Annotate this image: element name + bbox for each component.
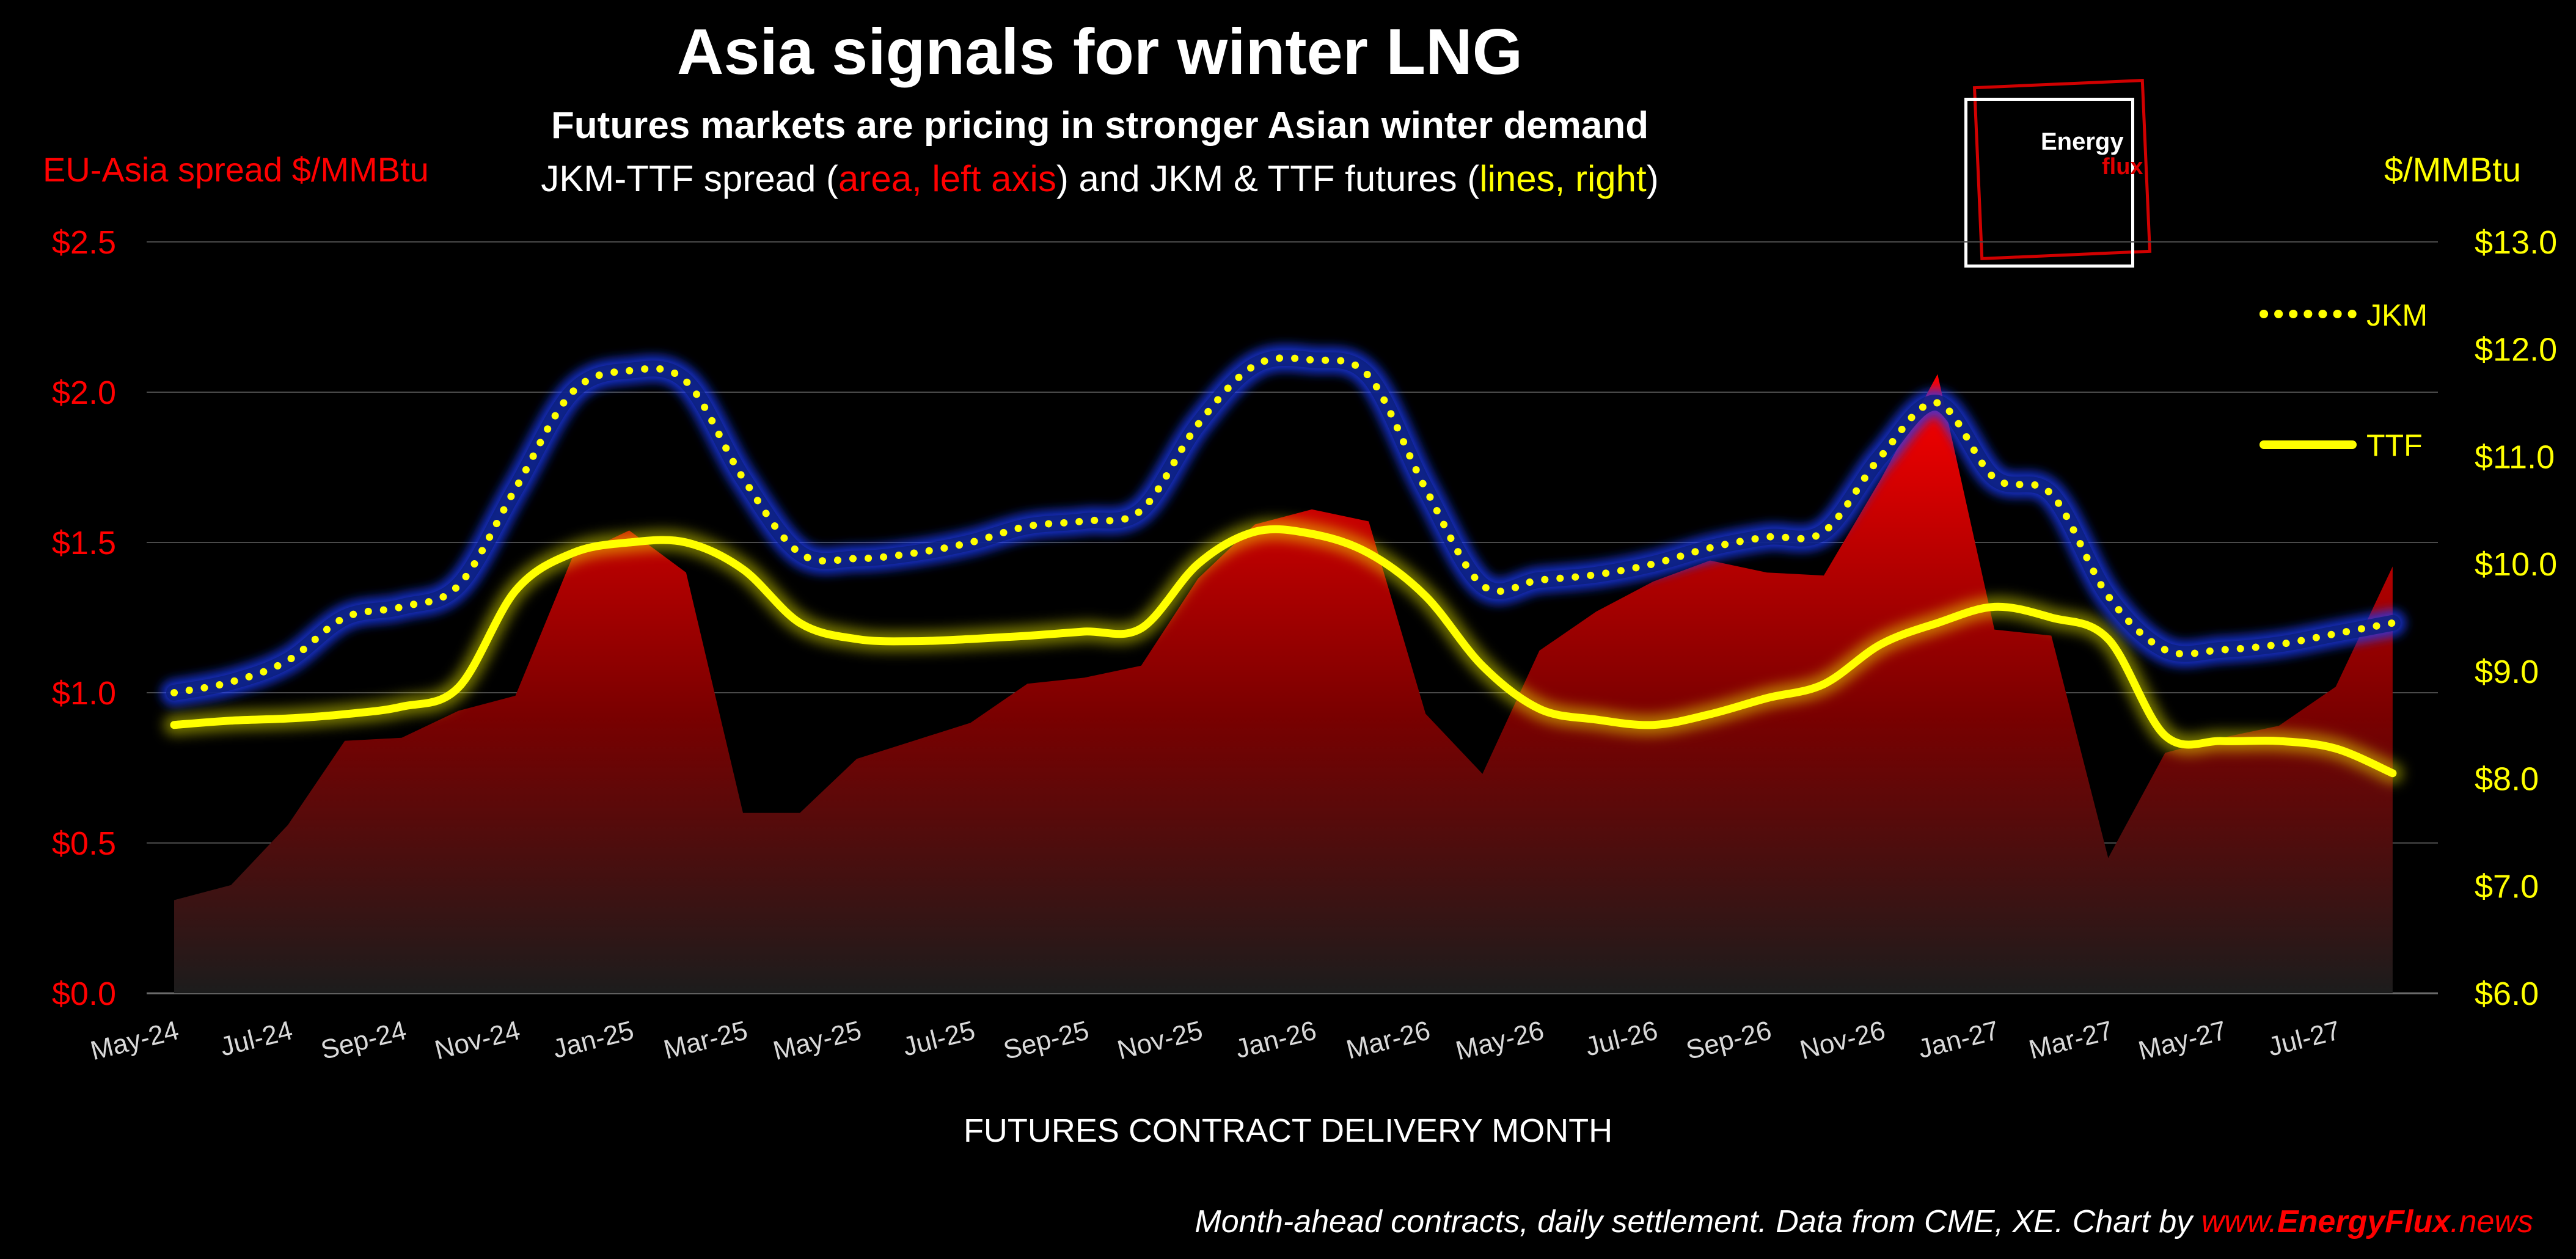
- x-axis-tick: Nov-24: [432, 1015, 523, 1065]
- x-axis-tick: Nov-26: [1797, 1015, 1888, 1065]
- legend: JKM TTF: [2259, 298, 2428, 462]
- x-axis-title: FUTURES CONTRACT DELIVERY MONTH: [963, 1112, 1613, 1149]
- left-axis-tick: $1.0: [52, 675, 116, 712]
- footer-source-text: Month-ahead contracts, daily settlement.…: [1195, 1204, 2201, 1239]
- left-axis-ticks: $0.0 $0.5 $1.0 $1.5 $2.0 $2.5: [52, 224, 116, 1012]
- right-axis-tick: $7.0: [2475, 868, 2539, 905]
- right-axis-ticks: $6.0 $7.0 $8.0 $9.0 $10.0 $11.0 $12.0 $13.0: [2475, 224, 2557, 1012]
- chart-subtitle: Futures markets are pricing in stronger …: [551, 104, 1649, 147]
- x-axis-tick: Jan-27: [1915, 1015, 2002, 1064]
- x-axis-tick: Jan-25: [550, 1015, 637, 1064]
- x-axis-tick: Sep-24: [318, 1015, 409, 1065]
- left-axis-tick: $1.5: [52, 525, 116, 561]
- x-axis-tick: Jul-24: [217, 1015, 295, 1062]
- left-axis-tick: $0.5: [52, 825, 116, 862]
- x-axis-tick: May-26: [1453, 1015, 1547, 1066]
- left-axis-title: EU-Asia spread $/MMBtu: [43, 150, 429, 189]
- footer-site-brand: EnergyFlux: [2277, 1204, 2451, 1239]
- jkm-line: [170, 354, 2396, 696]
- description-text-1: JKM-TTF spread (: [541, 158, 838, 199]
- chart-footer: Month-ahead contracts, daily settlement.…: [1195, 1203, 2533, 1240]
- right-axis-tick: $6.0: [2475, 976, 2539, 1012]
- chart-description: JKM-TTF spread (area, left axis) and JKM…: [0, 158, 2200, 200]
- logo-text-energy: Energy: [2041, 128, 2124, 155]
- logo-text-flux: flux: [2102, 154, 2143, 180]
- description-area-note: area, left axis: [838, 158, 1056, 199]
- energyflux-logo: [1964, 98, 2134, 268]
- description-text-3: ): [1646, 158, 1659, 199]
- spread-area-layer: [174, 374, 2393, 993]
- legend-jkm-label: JKM: [2366, 298, 2428, 332]
- left-axis-tick: $2.5: [52, 224, 116, 261]
- legend-ttf-label: TTF: [2366, 428, 2423, 462]
- description-lines-note: lines, right: [1479, 158, 1647, 199]
- x-axis-tick: Mar-27: [2026, 1015, 2116, 1065]
- right-axis-tick: $8.0: [2475, 761, 2539, 798]
- right-axis-title: $/MMBtu: [2384, 150, 2521, 189]
- x-axis-tick: Mar-26: [1344, 1015, 1433, 1065]
- right-axis-tick: $11.0: [2475, 439, 2555, 475]
- x-axis-tick: May-27: [2135, 1015, 2230, 1066]
- right-axis-tick: $13.0: [2475, 224, 2557, 261]
- chart-title: Asia signals for winter LNG: [676, 16, 1523, 88]
- footer-site-suffix: .news: [2450, 1204, 2533, 1239]
- spread-area: [174, 374, 2393, 993]
- x-axis-tick: Jul-27: [2265, 1015, 2343, 1062]
- x-axis-tick: May-25: [770, 1015, 864, 1066]
- left-axis-tick: $0.0: [52, 976, 116, 1012]
- footer-site-prefix: www.: [2201, 1204, 2277, 1239]
- description-text-2: ) and JKM & TTF futures (: [1056, 158, 1480, 199]
- futures-lines-layer: [161, 344, 2406, 784]
- x-axis-ticks: May-24 Jul-24 Sep-24 Nov-24 Jan-25 Mar-25 May-…: [87, 1015, 2343, 1066]
- right-axis-tick: $9.0: [2475, 654, 2539, 690]
- x-axis-tick: Jan-26: [1232, 1015, 1319, 1064]
- x-axis-tick: Mar-25: [660, 1015, 750, 1065]
- x-axis-tick: Jul-25: [900, 1015, 978, 1062]
- x-axis-tick: Sep-25: [1000, 1015, 1092, 1065]
- ttf-line: [170, 525, 2397, 778]
- footer-site-link[interactable]: www.EnergyFlux.news: [2201, 1204, 2533, 1239]
- x-axis-tick: Sep-26: [1683, 1015, 1775, 1065]
- x-axis-tick: Nov-25: [1114, 1015, 1206, 1065]
- right-axis-tick: $10.0: [2475, 546, 2557, 583]
- x-axis-tick: May-24: [87, 1015, 181, 1066]
- x-axis-tick: Jul-26: [1583, 1015, 1661, 1062]
- left-axis-tick: $2.0: [52, 374, 116, 411]
- right-axis-tick: $12.0: [2475, 332, 2557, 368]
